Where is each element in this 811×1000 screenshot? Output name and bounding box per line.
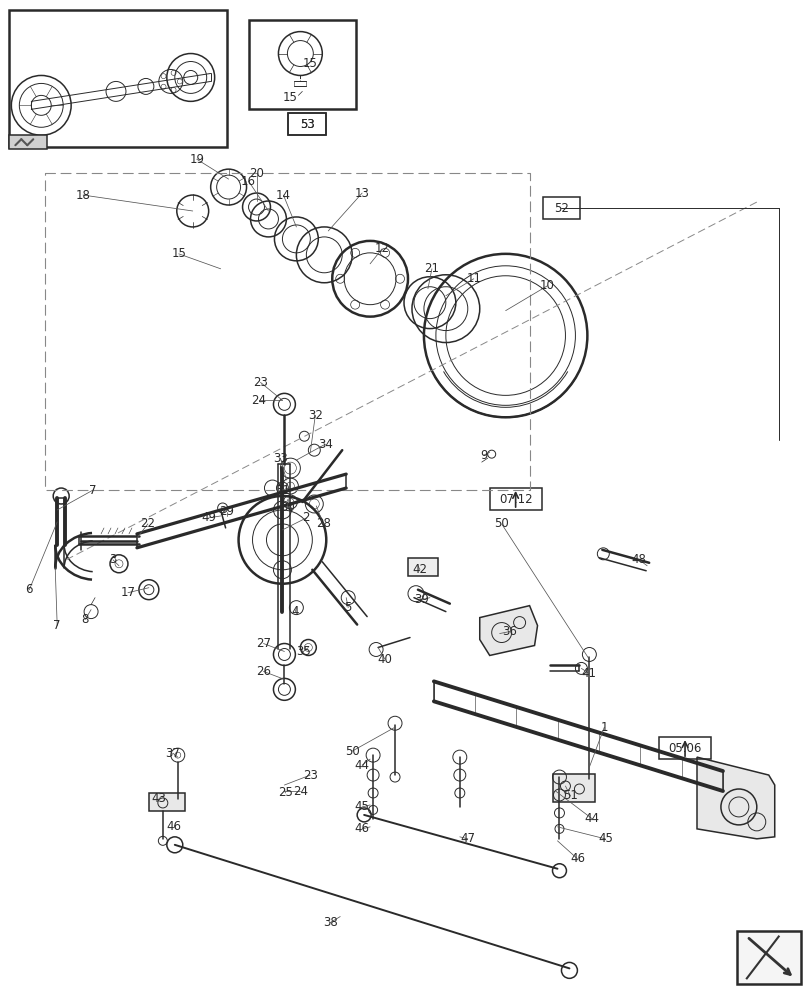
Text: 07.12: 07.12: [498, 493, 532, 506]
Bar: [248, 20, 356, 109]
Text: 30: 30: [280, 501, 294, 514]
Text: 7: 7: [54, 619, 61, 632]
Bar: [659, 737, 710, 759]
Text: 35: 35: [296, 645, 311, 658]
Text: 44: 44: [584, 812, 599, 825]
Text: 53: 53: [299, 118, 315, 131]
Text: 46: 46: [354, 822, 369, 835]
Text: 26: 26: [255, 665, 271, 678]
Text: 15: 15: [282, 91, 298, 104]
Text: 22: 22: [140, 517, 155, 530]
Text: 1: 1: [600, 721, 607, 734]
Bar: [288, 113, 326, 135]
Polygon shape: [479, 606, 537, 655]
Bar: [288, 113, 326, 135]
Text: 40: 40: [377, 653, 392, 666]
Text: 53: 53: [299, 118, 315, 131]
Text: 9: 9: [479, 449, 487, 462]
Text: 2: 2: [303, 511, 310, 524]
Text: 28: 28: [315, 517, 330, 530]
Text: 36: 36: [501, 625, 517, 638]
Text: 46: 46: [569, 852, 584, 865]
Text: 34: 34: [317, 438, 333, 451]
Text: 24: 24: [251, 394, 266, 407]
Bar: [148, 793, 185, 811]
Text: 44: 44: [354, 759, 369, 772]
Text: 4: 4: [291, 605, 298, 618]
Text: 21: 21: [424, 262, 439, 275]
Text: 43: 43: [151, 792, 166, 805]
Bar: [407, 558, 437, 576]
Text: 37: 37: [165, 747, 180, 760]
Text: 52: 52: [553, 202, 569, 215]
Bar: [542, 197, 580, 219]
Text: 45: 45: [597, 832, 612, 845]
Text: 49: 49: [201, 511, 216, 524]
Text: 25: 25: [277, 786, 293, 799]
Text: 5: 5: [344, 601, 351, 614]
Bar: [10, 135, 47, 149]
Text: 51: 51: [562, 789, 577, 802]
Text: 24: 24: [293, 785, 307, 798]
Text: 41: 41: [581, 667, 596, 680]
Text: 7: 7: [89, 484, 97, 497]
Text: 20: 20: [249, 167, 264, 180]
Text: 17: 17: [120, 586, 135, 599]
Text: 27: 27: [255, 637, 271, 650]
Bar: [10, 10, 226, 147]
Text: 16: 16: [241, 175, 255, 188]
Polygon shape: [696, 757, 774, 839]
Text: 8: 8: [81, 613, 88, 626]
Text: 3: 3: [109, 553, 117, 566]
Text: 46: 46: [166, 820, 181, 833]
Text: 15: 15: [303, 57, 317, 70]
Text: 32: 32: [307, 409, 322, 422]
Bar: [553, 774, 594, 802]
Bar: [736, 931, 800, 984]
Text: 18: 18: [75, 189, 91, 202]
Text: 6: 6: [25, 583, 33, 596]
Bar: [489, 488, 541, 510]
Text: 10: 10: [539, 279, 554, 292]
Text: 50: 50: [494, 517, 508, 530]
Text: 23: 23: [303, 769, 317, 782]
Text: 38: 38: [323, 916, 337, 929]
Text: 29: 29: [219, 505, 234, 518]
Text: 19: 19: [189, 153, 204, 166]
Text: 15: 15: [171, 247, 186, 260]
Text: 48: 48: [631, 553, 646, 566]
Text: 14: 14: [276, 189, 290, 202]
Text: 31: 31: [275, 484, 290, 497]
Text: 50: 50: [345, 745, 359, 758]
Text: 23: 23: [253, 376, 268, 389]
Text: 13: 13: [354, 187, 369, 200]
Text: 12: 12: [374, 242, 389, 255]
Text: 39: 39: [414, 593, 429, 606]
Text: 42: 42: [412, 563, 427, 576]
Text: 45: 45: [354, 800, 369, 813]
Text: 47: 47: [460, 832, 474, 845]
Text: 05.06: 05.06: [667, 742, 701, 755]
Text: 33: 33: [272, 452, 287, 465]
Text: 11: 11: [466, 272, 481, 285]
